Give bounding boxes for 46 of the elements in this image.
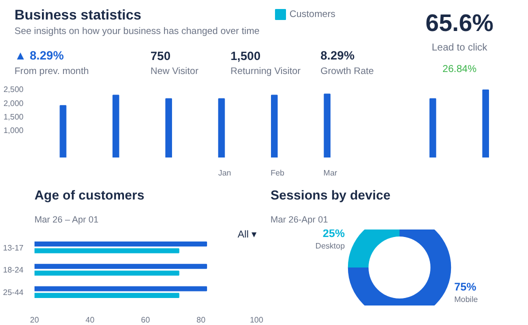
x-tick-label: 20 [30, 316, 40, 324]
bar [60, 105, 66, 158]
chart-title: Age of customers [34, 188, 144, 202]
chart-subtitle: See insights on how your business has changed over time [14, 26, 260, 37]
text: ▲ 8.29% [14, 48, 64, 62]
legend-label: Customers [290, 9, 336, 20]
bar [270, 94, 278, 158]
x-tick-label: Feb [270, 168, 285, 178]
bar [165, 98, 172, 158]
chart-title: Business statistics [14, 6, 142, 22]
x-tick-label: 40 [86, 316, 95, 324]
text: Lead to click [432, 42, 488, 54]
y-tick-label: 25-44 [3, 288, 24, 298]
text: From prev. month [14, 66, 89, 77]
data-label: 75% [454, 282, 476, 294]
chart-subtitle: Mar 26 – Apr 01 [34, 214, 99, 224]
slice-label: Desktop [315, 241, 346, 250]
x-tick-label: Mar [323, 168, 338, 178]
text: New Visitor [150, 66, 198, 77]
bar [324, 94, 331, 158]
slice-label: Mobile [454, 295, 478, 304]
x-tick-label: 60 [141, 316, 150, 324]
y-tick-label: 18-24 [3, 266, 24, 275]
text: Growth Rate [320, 66, 374, 77]
chart-subtitle: Mar 26-Apr 01 [270, 214, 328, 224]
bar [429, 98, 436, 158]
text: 1,500 [230, 49, 261, 63]
y-tick-label: 2,500 [3, 85, 24, 94]
y-tick-label: 1,000 [3, 126, 24, 136]
data-label: 25% [322, 228, 345, 240]
text: 65.6% [425, 10, 494, 37]
x-tick-label: Jan [218, 168, 232, 178]
annotation: All ▾ [238, 230, 257, 240]
bar [218, 98, 225, 158]
x-tick-label: 100 [250, 316, 264, 324]
y-tick-label: 1,500 [3, 112, 24, 122]
text: 26.84% [442, 64, 477, 75]
x-tick-label: 80 [196, 316, 206, 324]
text: Returning Visitor [230, 66, 301, 77]
text: 750 [150, 49, 171, 63]
text: 8.29% [320, 48, 355, 62]
bar [112, 94, 120, 158]
chart-title: Sessions by device [270, 188, 390, 202]
y-tick-label: 2,000 [3, 98, 24, 108]
y-tick-label: 13-17 [3, 243, 24, 252]
bar [482, 90, 489, 158]
